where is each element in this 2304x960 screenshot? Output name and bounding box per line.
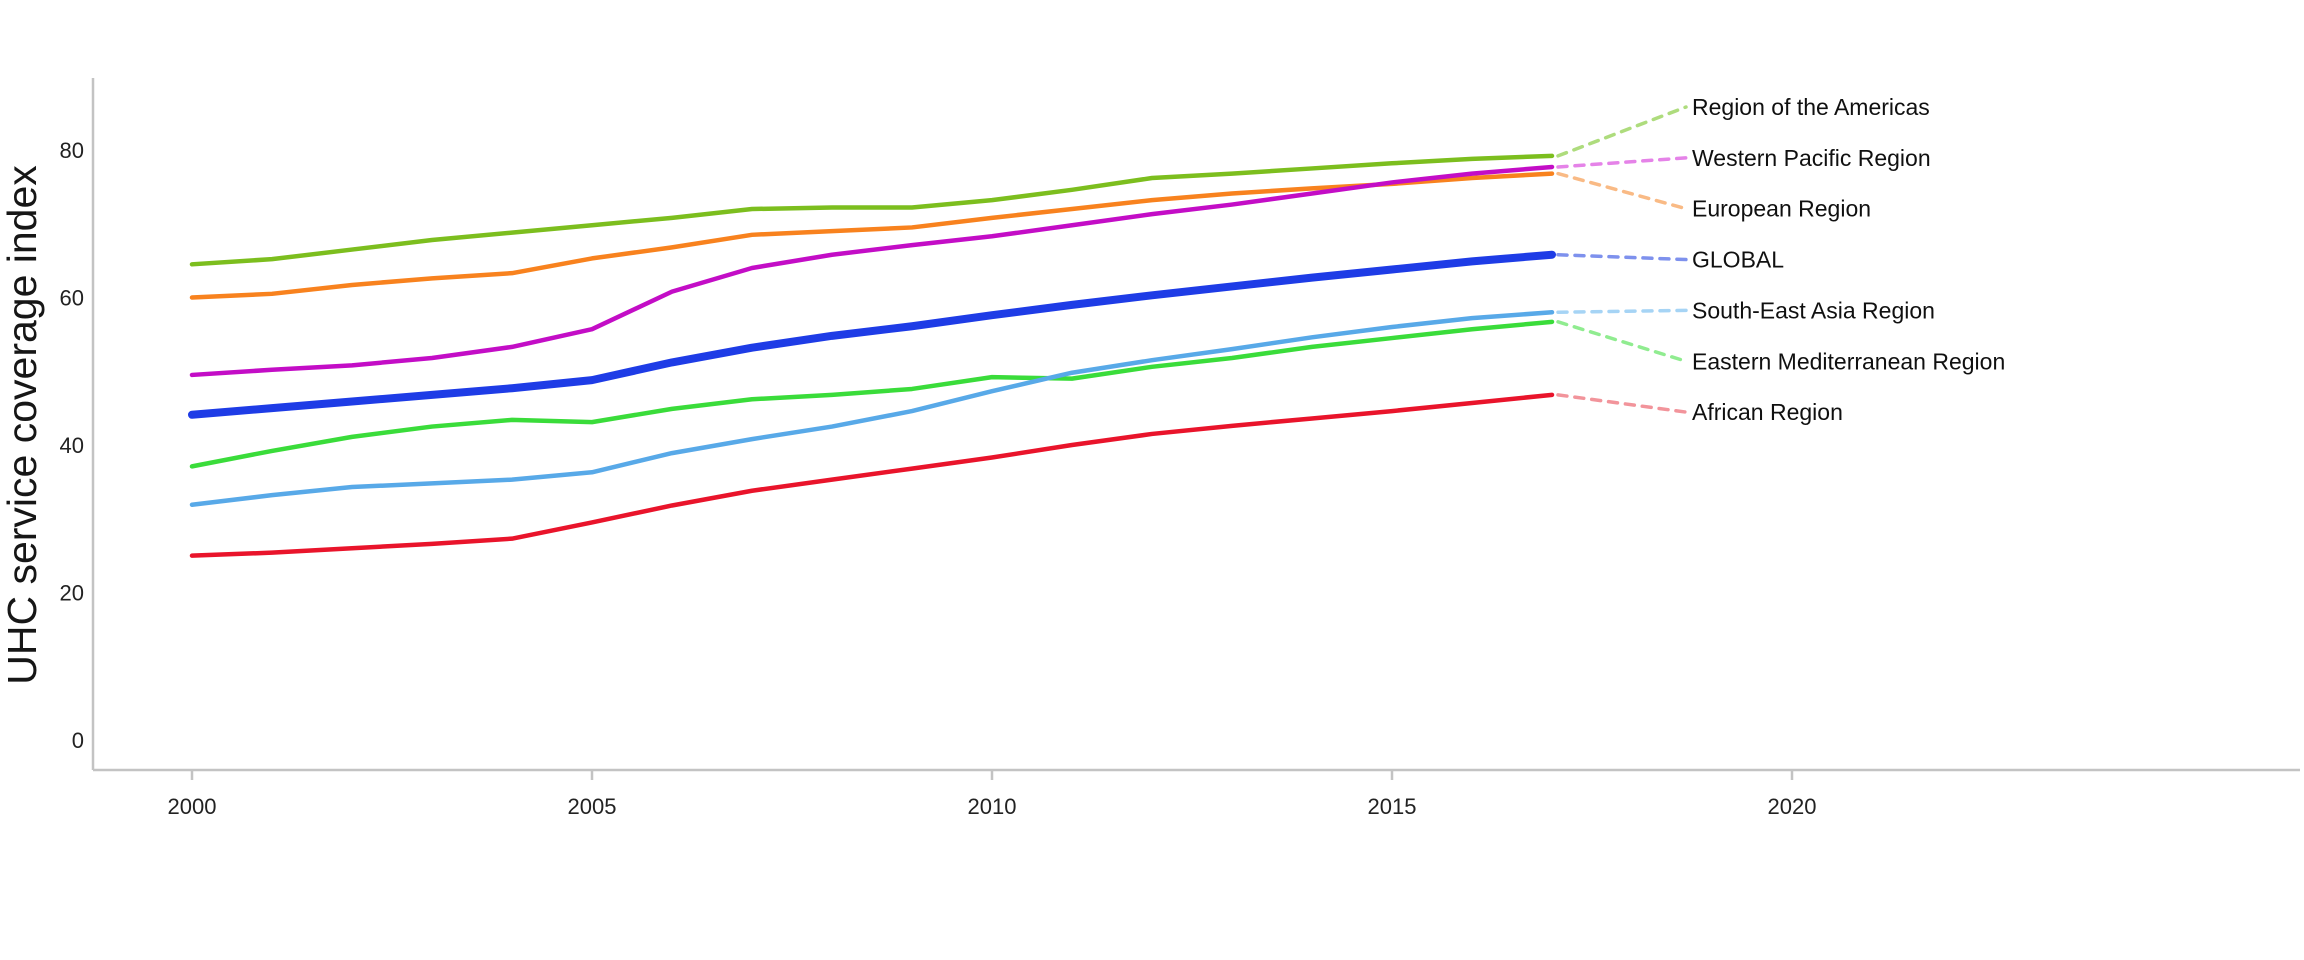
- series-line-region-of-the-americas: [189, 153, 1555, 267]
- legend-leader-african-region: [1556, 393, 1688, 414]
- legend-label-south-east-asia-region: South-East Asia Region: [1692, 297, 1935, 323]
- series-line-global: [188, 250, 1556, 419]
- x-tick-label-2020: 2020: [1768, 794, 1817, 819]
- legend-leader-eastern-mediterranean-region: [1556, 320, 1688, 363]
- y-axis-title: UHC service coverage index: [0, 165, 45, 685]
- legend-label-african-region: African Region: [1692, 399, 1843, 425]
- legend-leader-european-region: [1556, 171, 1688, 211]
- series-line-eastern-mediterranean-region: [189, 319, 1555, 469]
- legend-label-global: GLOBAL: [1692, 247, 1784, 273]
- y-tick-label-20: 20: [60, 581, 84, 606]
- legend-leader-region-of-the-americas: [1556, 105, 1688, 158]
- legend-leader-western-pacific-region: [1556, 156, 1688, 169]
- y-tick-label-40: 40: [60, 433, 84, 458]
- legend-label-region-of-the-americas: Region of the Americas: [1692, 94, 1930, 120]
- legend-leader-global: [1556, 252, 1688, 262]
- legend-label-western-pacific-region: Western Pacific Region: [1692, 145, 1931, 171]
- x-tick-label-2000: 2000: [168, 794, 217, 819]
- x-tick-label-2015: 2015: [1368, 794, 1417, 819]
- legend-label-eastern-mediterranean-region: Eastern Mediterranean Region: [1692, 348, 2005, 374]
- series-line-western-pacific-region: [189, 164, 1555, 378]
- series-line-european-region: [189, 171, 1555, 300]
- series-line-south-east-asia-region: [189, 310, 1555, 507]
- y-tick-label-0: 0: [72, 728, 84, 753]
- x-tick-label-2010: 2010: [968, 794, 1017, 819]
- y-tick-label-80: 80: [60, 138, 84, 163]
- y-tick-label-60: 60: [60, 286, 84, 311]
- legend-leader-south-east-asia-region: [1556, 308, 1688, 314]
- chart-generated-content: 0 20 40 60 80 2000 2005 2010 2015 2020 Region of t…: [60, 78, 2300, 819]
- x-tick-label-2005: 2005: [568, 794, 617, 819]
- legend-label-european-region: European Region: [1692, 196, 1871, 222]
- series-line-african-region: [189, 392, 1555, 558]
